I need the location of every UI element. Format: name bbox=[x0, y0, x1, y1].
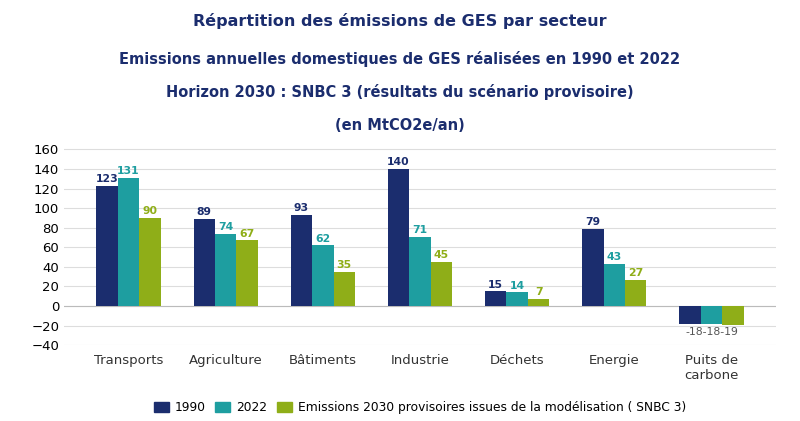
Bar bbox=[388, 169, 410, 306]
Text: 93: 93 bbox=[294, 203, 309, 213]
Bar bbox=[215, 234, 236, 306]
Bar bbox=[582, 229, 604, 306]
Text: 27: 27 bbox=[628, 268, 643, 278]
Bar bbox=[485, 291, 506, 306]
Text: 7: 7 bbox=[534, 288, 542, 298]
Text: 43: 43 bbox=[606, 252, 622, 262]
Bar bbox=[506, 292, 528, 306]
Text: 79: 79 bbox=[586, 217, 601, 227]
Bar bbox=[604, 264, 625, 306]
Bar bbox=[96, 186, 118, 306]
Text: 35: 35 bbox=[337, 260, 352, 270]
Bar bbox=[679, 306, 701, 324]
Text: 67: 67 bbox=[239, 229, 254, 239]
Text: 89: 89 bbox=[197, 207, 212, 217]
Text: 90: 90 bbox=[142, 206, 158, 216]
Text: 71: 71 bbox=[413, 225, 427, 235]
Bar bbox=[701, 306, 722, 324]
Bar bbox=[334, 272, 355, 306]
Bar bbox=[236, 240, 258, 306]
Bar bbox=[625, 280, 646, 306]
Text: Répartition des émissions de GES par secteur: Répartition des émissions de GES par sec… bbox=[193, 13, 607, 29]
Text: 123: 123 bbox=[96, 174, 118, 184]
Bar bbox=[410, 237, 430, 306]
Text: (en MtCO2e/an): (en MtCO2e/an) bbox=[335, 118, 465, 133]
Text: 62: 62 bbox=[315, 234, 330, 244]
Text: Emissions annuelles domestiques de GES réalisées en 1990 et 2022: Emissions annuelles domestiques de GES r… bbox=[119, 51, 681, 67]
Bar bbox=[722, 306, 744, 325]
Bar bbox=[312, 245, 334, 306]
Text: 131: 131 bbox=[117, 166, 140, 176]
Text: -18-18-19: -18-18-19 bbox=[685, 327, 738, 337]
Text: 15: 15 bbox=[488, 280, 503, 290]
Text: 14: 14 bbox=[510, 280, 525, 290]
Bar bbox=[139, 218, 161, 306]
Bar bbox=[430, 262, 452, 306]
Text: Horizon 2030 : SNBC 3 (résultats du scénario provisoire): Horizon 2030 : SNBC 3 (résultats du scén… bbox=[166, 84, 634, 100]
Bar bbox=[290, 215, 312, 306]
Text: 74: 74 bbox=[218, 222, 234, 232]
Bar bbox=[118, 178, 139, 306]
Text: 45: 45 bbox=[434, 250, 449, 260]
Legend: 1990, 2022, Emissions 2030 provisoires issues de la modélisation ( SNBC 3): 1990, 2022, Emissions 2030 provisoires i… bbox=[149, 396, 691, 419]
Bar bbox=[528, 299, 550, 306]
Bar bbox=[194, 219, 215, 306]
Text: 140: 140 bbox=[387, 157, 410, 167]
